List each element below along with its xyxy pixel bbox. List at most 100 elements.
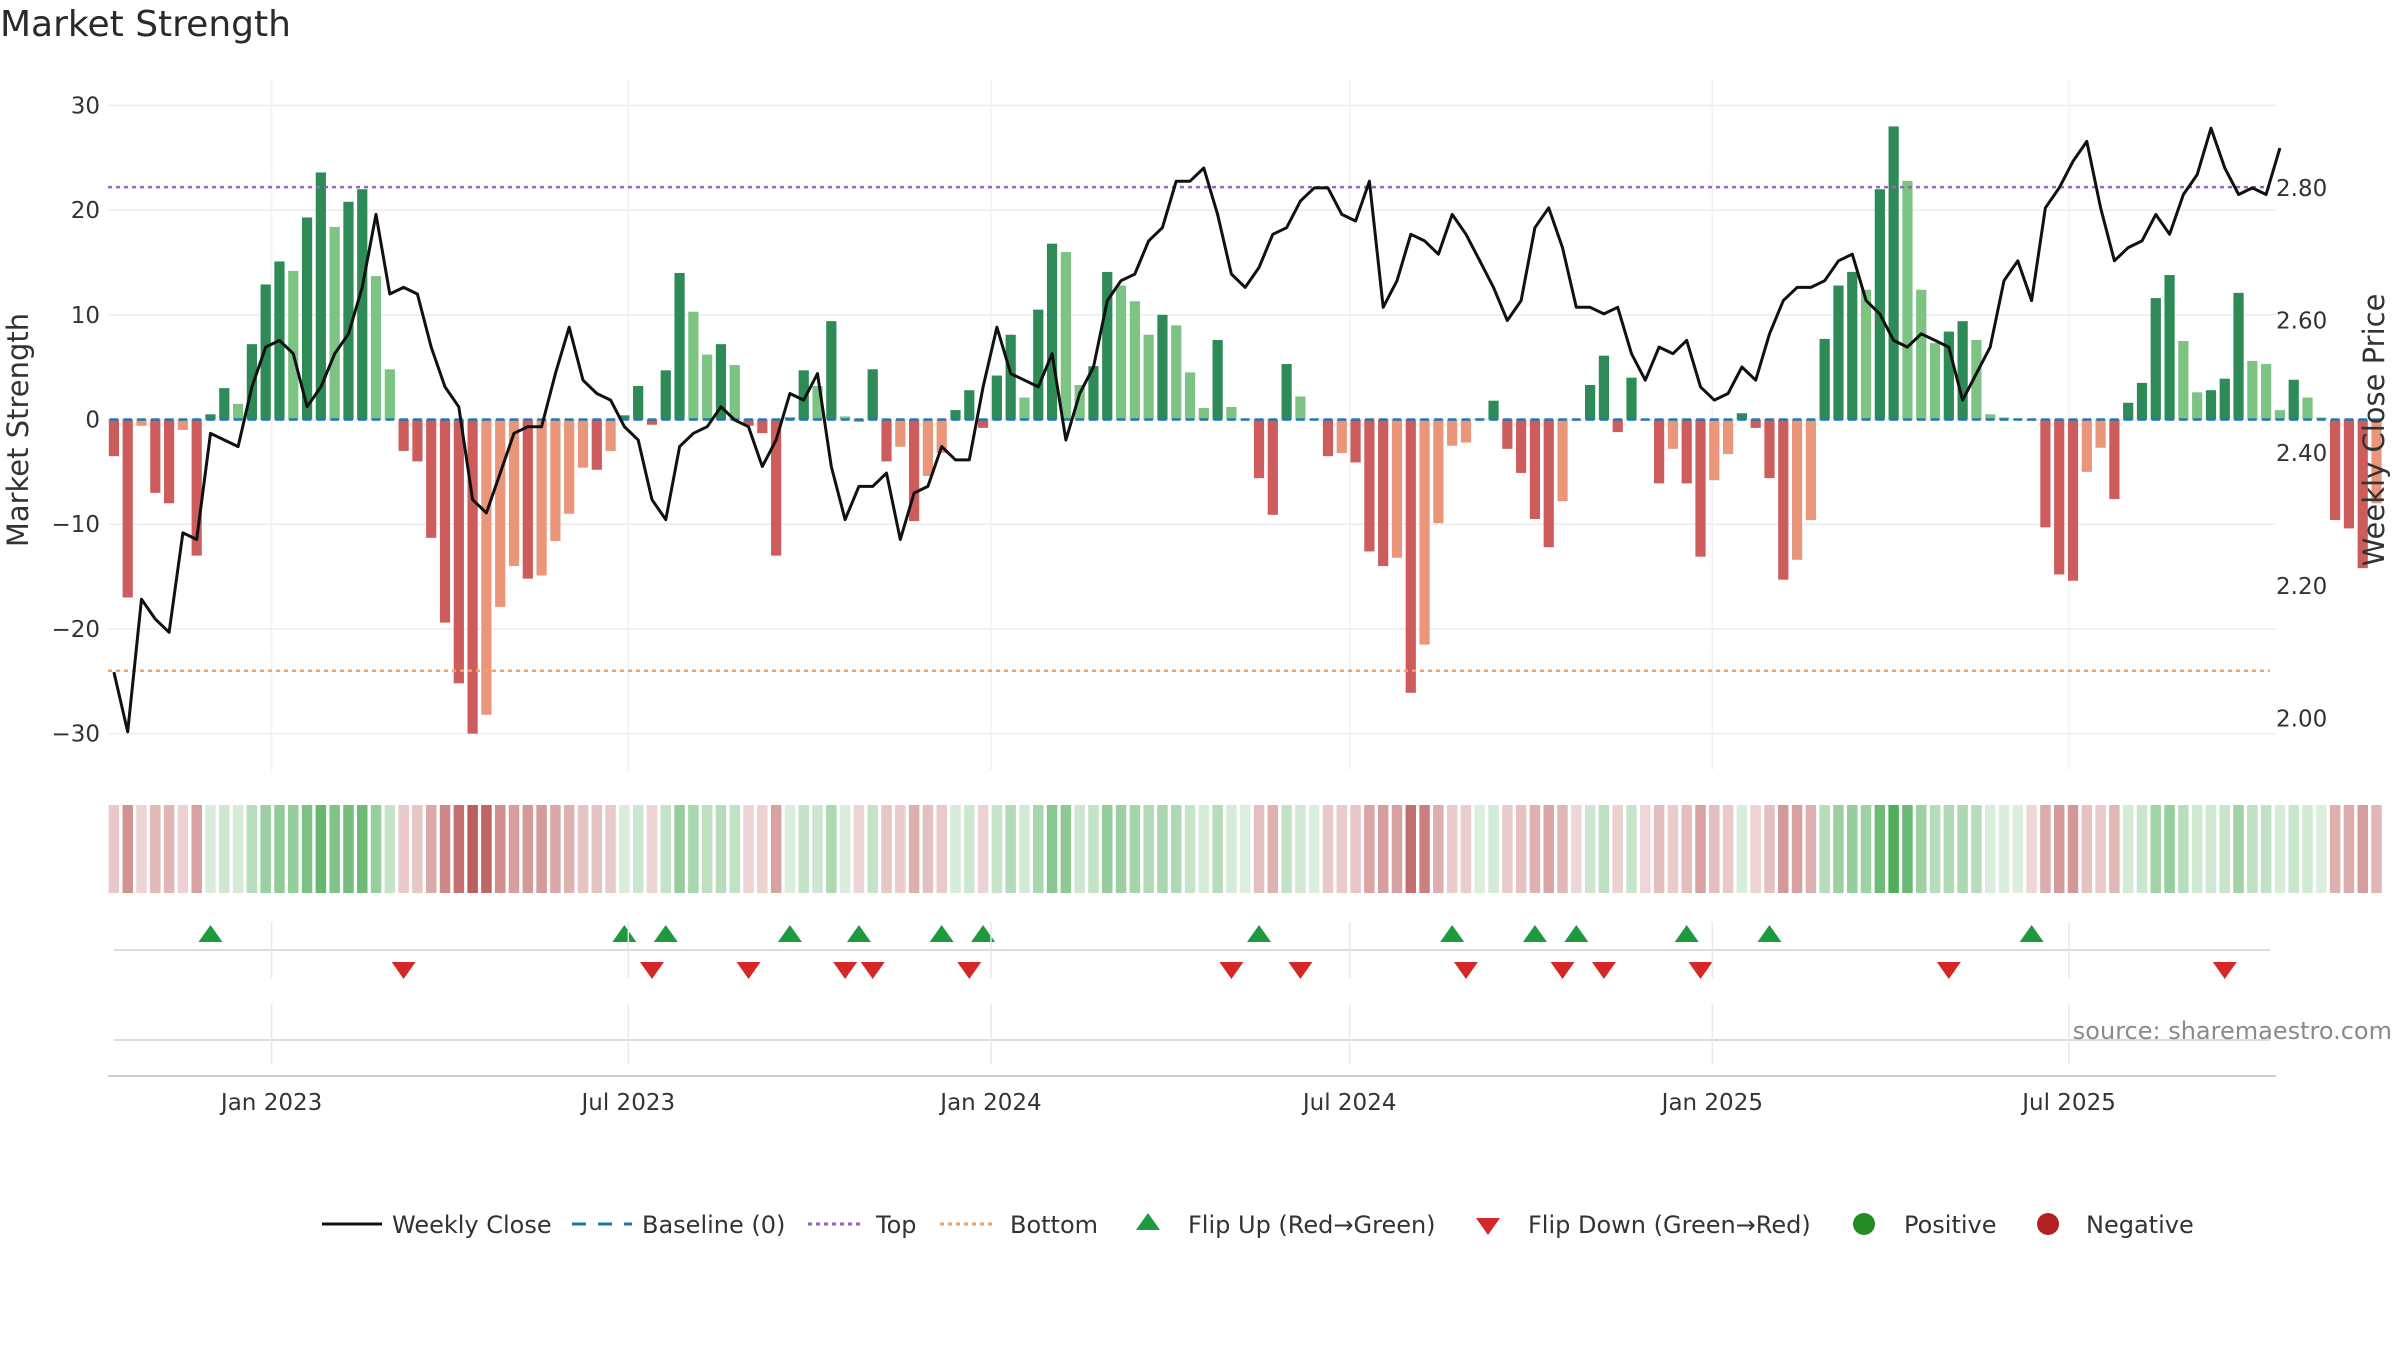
- heat-cell: [453, 805, 465, 893]
- strength-bar: [922, 419, 933, 477]
- heat-cell: [343, 805, 354, 893]
- strength-bar: [1791, 419, 1803, 560]
- strength-bar: [2371, 419, 2382, 504]
- heat-cell: [177, 805, 189, 893]
- strength-bar: [1957, 321, 1968, 420]
- heat-cell: [1308, 805, 1320, 893]
- heat-cell: [205, 805, 216, 893]
- flip-down-marker: [1219, 962, 1244, 979]
- flip-down-marker: [1688, 962, 1713, 979]
- strength-bar: [1143, 334, 1154, 420]
- strength-bar: [108, 419, 120, 457]
- flip-up-marker: [2019, 925, 2044, 942]
- heat-cell: [2274, 805, 2286, 893]
- flip-up-marker: [1247, 925, 1272, 942]
- strength-bar: [1722, 419, 1734, 455]
- heat-cell: [1640, 805, 1651, 893]
- heat-cell: [1033, 805, 1044, 893]
- heat-cell: [936, 805, 947, 893]
- heat-cell: [1888, 805, 1899, 893]
- strength-bar: [2288, 379, 2299, 420]
- heat-cell: [522, 805, 534, 893]
- strength-bar: [2040, 419, 2051, 528]
- heat-cell: [1791, 805, 1803, 893]
- strength-bar: [232, 403, 244, 420]
- heat-cell: [577, 805, 589, 893]
- heat-cell: [1584, 805, 1596, 893]
- strength-bar: [1833, 285, 1844, 420]
- heat-cell: [1074, 805, 1085, 893]
- strength-bar: [1102, 271, 1113, 420]
- strength-bar: [522, 419, 533, 579]
- strength-bar: [136, 419, 147, 426]
- level-lines: [108, 185, 2270, 673]
- heat-cell: [1571, 805, 1582, 893]
- strength-bar: [1419, 419, 1430, 645]
- heat-cell: [1005, 805, 1016, 893]
- y-tick-label: 0: [85, 408, 100, 434]
- heat-cell: [384, 805, 396, 893]
- strength-bar: [2054, 419, 2065, 575]
- heat-cell: [2067, 805, 2079, 893]
- flip-down-marker: [1550, 962, 1575, 979]
- heat-cell: [1019, 805, 1030, 893]
- strength-bar: [150, 419, 161, 493]
- heat-cell: [853, 805, 865, 893]
- heat-cell: [108, 805, 120, 893]
- heat-cell: [2053, 805, 2065, 893]
- strength-bar: [646, 419, 658, 425]
- strength-bar: [1750, 419, 1761, 428]
- strength-bar: [219, 388, 230, 420]
- heat-cell: [798, 805, 809, 893]
- strength-bar: [1281, 364, 1292, 420]
- heat-cell: [2219, 805, 2230, 893]
- legend-label: Flip Down (Green→Red): [1528, 1211, 1811, 1239]
- heat-cell: [1819, 805, 1830, 893]
- heat-cell: [701, 805, 713, 893]
- strength-bar: [357, 189, 368, 420]
- flip-down-marker: [1936, 962, 1961, 979]
- strength-bar: [1557, 419, 1568, 502]
- heat-cell: [1281, 805, 1292, 893]
- y-tick-label: −10: [51, 512, 100, 538]
- y2-tick-label: 2.00: [2276, 707, 2327, 733]
- strength-bar: [1405, 419, 1416, 693]
- heat-cell: [1557, 805, 1568, 893]
- strength-bar: [2192, 392, 2203, 420]
- heat-cell: [729, 805, 740, 893]
- flip-down-marker: [1288, 962, 1313, 979]
- heat-cell: [1667, 805, 1679, 893]
- legend-label: Weekly Close: [392, 1211, 552, 1239]
- heat-cell: [1322, 805, 1334, 893]
- strength-bar: [1985, 414, 1996, 420]
- y-tick-label: 20: [71, 198, 100, 224]
- heat-cell: [425, 805, 437, 893]
- heat-cell: [1709, 805, 1720, 893]
- strength-bar: [1626, 377, 1637, 420]
- strength-bar: [2178, 341, 2189, 420]
- close-line-layer: [112, 126, 2282, 734]
- strength-bar: [481, 419, 492, 715]
- flip-down-marker: [2212, 962, 2237, 979]
- heat-cell: [439, 805, 451, 893]
- heat-cell: [1998, 805, 2010, 893]
- heat-cell: [315, 805, 327, 893]
- strength-bar: [122, 419, 133, 598]
- strength-bar: [1364, 419, 1375, 552]
- strength-bar: [2261, 364, 2272, 420]
- heat-cell: [950, 805, 961, 893]
- strength-bar: [1736, 413, 1747, 420]
- heat-cell: [1874, 805, 1886, 893]
- heat-cell: [2343, 805, 2355, 893]
- heat-cell: [2288, 805, 2299, 893]
- legend-label: Top: [875, 1211, 917, 1239]
- heat-cell: [1102, 805, 1113, 893]
- heat-cell: [1253, 805, 1265, 893]
- heat-cell: [1226, 805, 1237, 893]
- strength-bar: [288, 270, 299, 420]
- heat-cell: [191, 805, 202, 893]
- flip-up-marker: [198, 925, 223, 942]
- heat-cell: [1943, 805, 1955, 893]
- strength-bar: [163, 419, 175, 504]
- strength-bar: [964, 390, 975, 420]
